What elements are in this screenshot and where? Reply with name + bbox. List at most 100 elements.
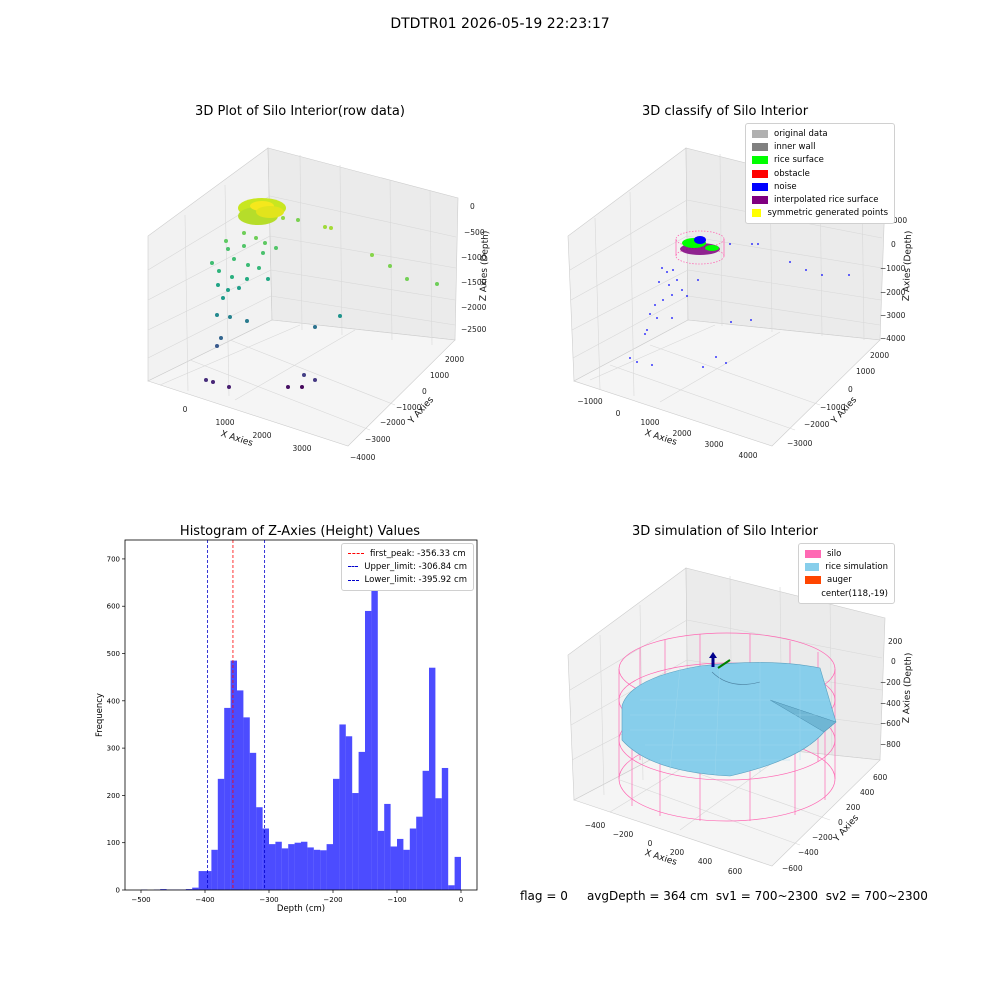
legend-label: original data xyxy=(774,128,828,139)
classify-y-tick-label: 1000 xyxy=(856,367,875,376)
sim-y-tick-label: −200 xyxy=(812,833,833,842)
legend-line xyxy=(348,579,359,581)
histogram-bar xyxy=(230,660,237,890)
legend-swatch xyxy=(752,196,768,205)
histogram-bar xyxy=(307,847,314,890)
legend-swatch xyxy=(805,549,821,558)
classify-z-tick-label: 1000 xyxy=(888,216,907,225)
histogram-bar xyxy=(269,844,276,890)
legend-item-noise: noise xyxy=(752,180,888,193)
legend-label: obstacle xyxy=(774,168,810,179)
legend-item-lower-limit: Lower_limit: -395.92 cm xyxy=(348,574,467,587)
histogram-bar xyxy=(217,778,225,890)
classify-y-tick-label: 0 xyxy=(848,385,853,394)
classify-plot-title: 3D classify of Silo Interior xyxy=(641,104,809,119)
raw-y-tick-label: −1000 xyxy=(396,403,422,412)
classify-y-tick-label: 2000 xyxy=(870,351,889,360)
histogram-bar xyxy=(377,830,385,890)
histogram-y-tick-label: 400 xyxy=(107,697,120,705)
legend-item-auger: auger xyxy=(805,574,888,587)
legend-label: rice simulation xyxy=(825,561,888,572)
sim-x-tick-label: −400 xyxy=(585,821,606,830)
sim-auger-marker xyxy=(709,652,731,669)
simulation-legend: silo rice simulation auger center(118,-1… xyxy=(798,543,895,605)
classify-z-tick-label: −2000 xyxy=(880,288,906,297)
sim-y-tick-label: 600 xyxy=(873,773,888,782)
legend-label: silo xyxy=(827,548,842,559)
histogram-bar xyxy=(416,816,423,890)
raw-y-tick-labels: 2000 1000 0 −1000 −2000 −3000 −4000 xyxy=(350,355,464,462)
legend-line xyxy=(348,553,364,555)
sim-y-tick-label: −400 xyxy=(798,848,819,857)
histogram-y-tick-label: 0 xyxy=(116,887,120,895)
legend-swatch xyxy=(805,590,815,598)
raw-x-tick-labels: 0 1000 2000 3000 xyxy=(183,405,312,453)
histogram-x-tick-label: −500 xyxy=(131,896,150,904)
histogram-x-tick-label: −300 xyxy=(259,896,278,904)
legend-item-upper-limit: Upper_limit: -306.84 cm xyxy=(348,560,467,573)
legend-label: symmetric generated points xyxy=(767,208,888,219)
histogram-bar xyxy=(384,803,391,890)
histogram-x-tick-label: −200 xyxy=(323,896,342,904)
histogram-bar xyxy=(256,807,263,890)
histogram-bar xyxy=(185,889,193,890)
histogram-bar xyxy=(320,850,327,890)
legend-item-interpolated: interpolated rice surface xyxy=(752,193,888,206)
simulation-plot-title: 3D simulation of Silo Interior xyxy=(632,524,818,539)
status-sv2: sv2 = 700~2300 xyxy=(825,889,928,903)
sim-z-tick-label: −400 xyxy=(880,699,901,708)
histogram-bars xyxy=(141,558,461,890)
histogram-x-axis-label: Depth (cm) xyxy=(277,904,325,914)
raw-y-tick-label: −2000 xyxy=(380,418,406,427)
classify-x-tick-label: 3000 xyxy=(704,440,723,449)
histogram-bar xyxy=(281,848,289,890)
histogram-bar xyxy=(192,887,199,890)
histogram-bar xyxy=(211,849,218,890)
status-sv1: sv1 = 700~2300 xyxy=(715,889,819,903)
raw-y-tick-label: 0 xyxy=(422,387,427,396)
histogram-bar xyxy=(454,856,461,890)
histogram-bar xyxy=(390,846,397,890)
raw-scatter-points xyxy=(204,216,439,389)
raw-z-tick-label: −500 xyxy=(464,228,485,237)
histogram-bar xyxy=(294,842,301,890)
histogram-bar xyxy=(160,889,167,890)
legend-item-inner-wall: inner wall xyxy=(752,140,888,153)
raw-y-tick-label: −4000 xyxy=(350,453,376,462)
legend-item-rice-simulation: rice simulation xyxy=(805,560,888,573)
histogram-bar xyxy=(371,558,378,890)
sim-z-axis-label: Z Axies (Depth) xyxy=(902,653,914,724)
legend-item-rice-surface: rice surface xyxy=(752,154,888,167)
raw-z-tick-labels: 0 −500 −1000 −1500 −2000 −2500 xyxy=(461,202,487,334)
status-line: flag = 0 avgDepth = 364 cm sv1 = 700~230… xyxy=(520,889,928,903)
legend-item-original-data: original data xyxy=(752,127,888,140)
legend-swatch xyxy=(752,142,768,151)
histogram-bar xyxy=(262,828,269,890)
histogram-bar xyxy=(441,767,449,890)
histogram-bar xyxy=(243,717,250,890)
legend-item-center: center(118,-19) xyxy=(805,587,888,600)
sim-y-tick-labels: 600 400 200 0 −200 −400 −600 xyxy=(782,773,888,873)
classify-y-tick-labels: 2000 1000 0 −1000 −2000 −3000 xyxy=(787,351,889,448)
sim-x-tick-label: 200 xyxy=(670,848,685,857)
sim-z-tick-label: 200 xyxy=(888,637,903,646)
legend-swatch xyxy=(752,182,768,191)
legend-swatch xyxy=(752,129,768,138)
histogram-bar xyxy=(422,770,429,890)
legend-item-first-peak: first_peak: -356.33 cm xyxy=(348,547,467,560)
figure-suptitle: DTDTR01 2026-05-19 22:23:17 xyxy=(390,16,610,32)
histogram-bar xyxy=(333,778,340,890)
classify-y-tick-label: −2000 xyxy=(804,420,830,429)
raw-z-axis-label: Z Axies (Depth) xyxy=(479,231,491,302)
raw-x-tick-label: 3000 xyxy=(292,444,311,453)
histogram-bar xyxy=(358,751,365,890)
histogram-y-tick-label: 200 xyxy=(107,792,120,800)
raw-x-tick-label: 1000 xyxy=(215,418,234,427)
legend-label: first_peak: -356.33 cm xyxy=(370,548,466,559)
legend-item-obstacle: obstacle xyxy=(752,167,888,180)
classify-z-tick-label: −3000 xyxy=(880,311,906,320)
